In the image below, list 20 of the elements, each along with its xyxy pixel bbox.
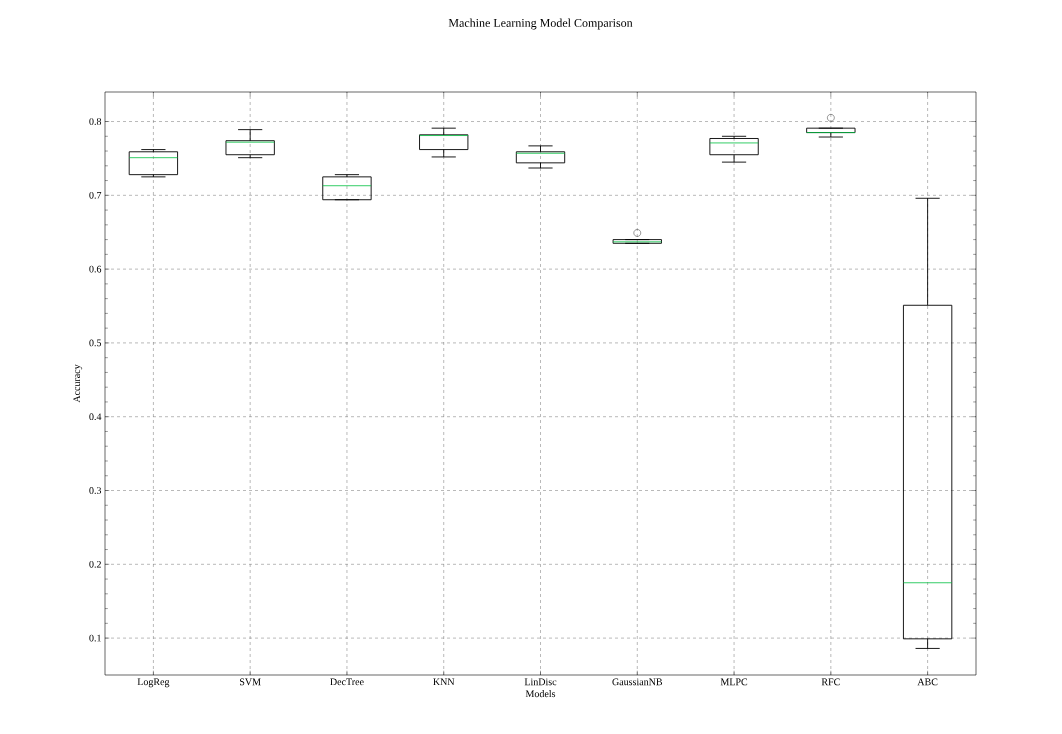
y-tick-label: 0.2	[89, 560, 101, 568]
x-tick-label: MLPC	[720, 678, 748, 686]
y-axis-title: Accuracy	[73, 364, 83, 403]
y-tick-label: 0.3	[89, 487, 102, 494]
x-tick-label: RFC	[821, 678, 840, 686]
y-tick-label: 0.5	[89, 339, 102, 347]
y-tick-label: 0.4	[89, 413, 102, 421]
x-tick-label: DecTree	[330, 678, 364, 686]
x-axis-title: Models	[525, 690, 556, 698]
y-tick-label: 0.1	[89, 634, 101, 642]
x-tick-label: LinDisc	[524, 678, 557, 686]
chart-title: Machine Learning Model Comparison	[448, 18, 633, 30]
x-tick-label: GaussianNB	[612, 678, 663, 686]
x-tick-label: LogReg	[137, 678, 170, 688]
y-tick-label: 0.6	[89, 265, 102, 273]
x-tick-label: KNN	[433, 678, 455, 686]
y-tick-label: 0.7	[89, 191, 102, 199]
y-tick-label: 0.8	[89, 118, 102, 125]
x-tick-label: SVM	[240, 678, 261, 686]
x-tick-label: ABC	[917, 678, 938, 686]
